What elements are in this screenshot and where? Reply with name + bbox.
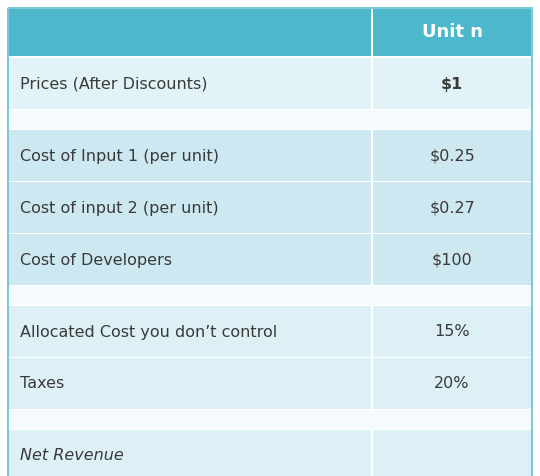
Bar [8,8,532,56]
Bar [372,306,532,358]
Bar [8,286,532,306]
Text: Cost of Developers: Cost of Developers [20,252,172,268]
Text: Net Revenue: Net Revenue [20,448,124,464]
Bar [8,234,372,286]
Text: 20%: 20% [434,377,470,391]
Text: 15%: 15% [434,325,470,339]
Text: Cost of Input 1 (per unit): Cost of Input 1 (per unit) [20,149,219,163]
Text: $0.25: $0.25 [429,149,475,163]
Text: Unit n: Unit n [422,23,483,41]
Text: Prices (After Discounts): Prices (After Discounts) [20,77,207,91]
Bar [372,234,532,286]
Bar [372,358,532,410]
Bar [371,358,373,410]
Bar [8,109,532,110]
Bar [8,409,532,410]
Bar [371,58,373,110]
Bar [372,58,532,110]
Bar [8,285,532,286]
Bar [8,56,532,58]
Bar [8,181,532,182]
Bar [8,430,372,476]
Bar [8,58,372,110]
Bar [371,130,373,182]
Bar [8,305,532,306]
Bar [8,429,532,430]
Bar [371,234,373,286]
Bar [8,358,372,410]
Bar [8,130,372,182]
Text: $1: $1 [441,77,463,91]
Text: Cost of input 2 (per unit): Cost of input 2 (per unit) [20,200,219,216]
Text: $0.27: $0.27 [429,200,475,216]
Bar [8,233,532,234]
Bar [8,306,372,358]
Bar [8,357,532,358]
Bar [8,110,532,130]
Text: Allocated Cost you don’t control: Allocated Cost you don’t control [20,325,277,339]
Bar [372,130,532,182]
Text: Taxes: Taxes [20,377,64,391]
Bar [372,430,532,476]
Bar [8,410,532,430]
Bar [371,182,373,234]
Bar [371,306,373,358]
Text: $100: $100 [431,252,472,268]
Bar [371,430,373,476]
Bar [371,8,373,56]
Bar [8,129,532,130]
Bar [372,182,532,234]
Bar [8,182,372,234]
